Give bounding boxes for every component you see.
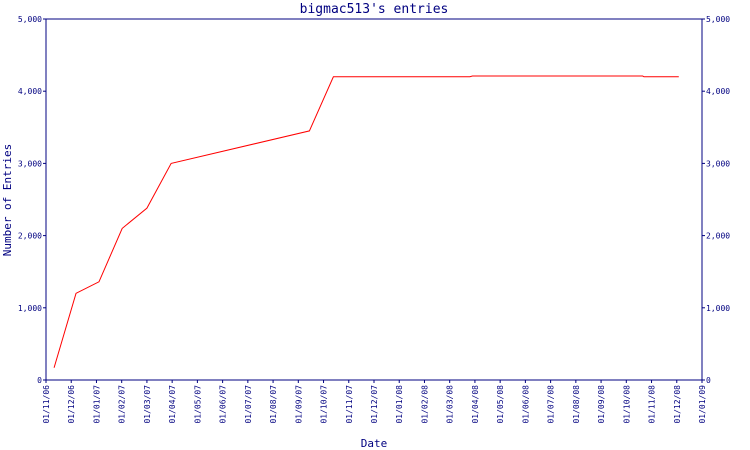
x-tick-label: 01/12/08 [673,385,682,424]
y2-tick-label: 2,000 [706,232,730,241]
y2-tick-label: 4,000 [706,87,730,96]
y-tick-label: 1,000 [18,304,42,313]
x-tick-label: 01/09/08 [597,385,606,424]
y-tick-label: 4,000 [18,87,42,96]
x-tick-label: 01/05/07 [193,385,202,424]
x-tick-label: 01/12/06 [67,385,76,424]
data-line [53,75,679,368]
x-tick-label: 01/04/07 [168,385,177,424]
x-tick-label: 01/07/08 [547,385,556,424]
x-tick-label: 01/01/08 [395,385,404,424]
x-tick-label: 01/06/08 [521,385,530,424]
y-tick-label: 0 [37,376,42,385]
y2-tick-label: 1,000 [706,304,730,313]
x-tick-label: 01/09/07 [294,385,303,424]
x-axis-label: Date [361,437,388,450]
x-tick-label: 01/10/08 [622,385,631,424]
x-tick-label: 01/03/08 [446,385,455,424]
x-tick-label: 01/07/07 [244,385,253,424]
x-tick-label: 01/02/07 [118,385,127,424]
y2-tick-label: 5,000 [706,15,730,24]
x-tick-label: 01/01/07 [92,385,101,424]
x-tick-label: 01/02/08 [420,385,429,424]
x-tick-label: 01/08/07 [269,385,278,424]
chart-title: bigmac513's entries [300,2,449,17]
x-tick-label: 01/10/07 [320,385,329,424]
x-tick-label: 01/12/07 [370,385,379,424]
x-tick-label: 01/11/07 [345,385,354,424]
y2-tick-label: 0 [706,376,711,385]
y-tick-label: 5,000 [18,15,42,24]
x-tick-label: 01/06/07 [219,385,228,424]
x-tick-label: 01/05/08 [496,385,505,424]
x-tick-label: 01/01/09 [698,385,707,424]
x-tick-label: 01/08/08 [572,385,581,424]
y-axis-label: Number of Entries [1,144,14,257]
x-tick-label: 01/03/07 [143,385,152,424]
y2-tick-label: 3,000 [706,159,730,168]
x-tick-label: 01/11/06 [42,385,51,424]
x-tick-label: 01/04/08 [471,385,480,424]
x-tick-label: 01/11/08 [648,385,657,424]
plot-frame [45,18,703,381]
y-tick-label: 3,000 [18,159,42,168]
y-tick-label: 2,000 [18,232,42,241]
